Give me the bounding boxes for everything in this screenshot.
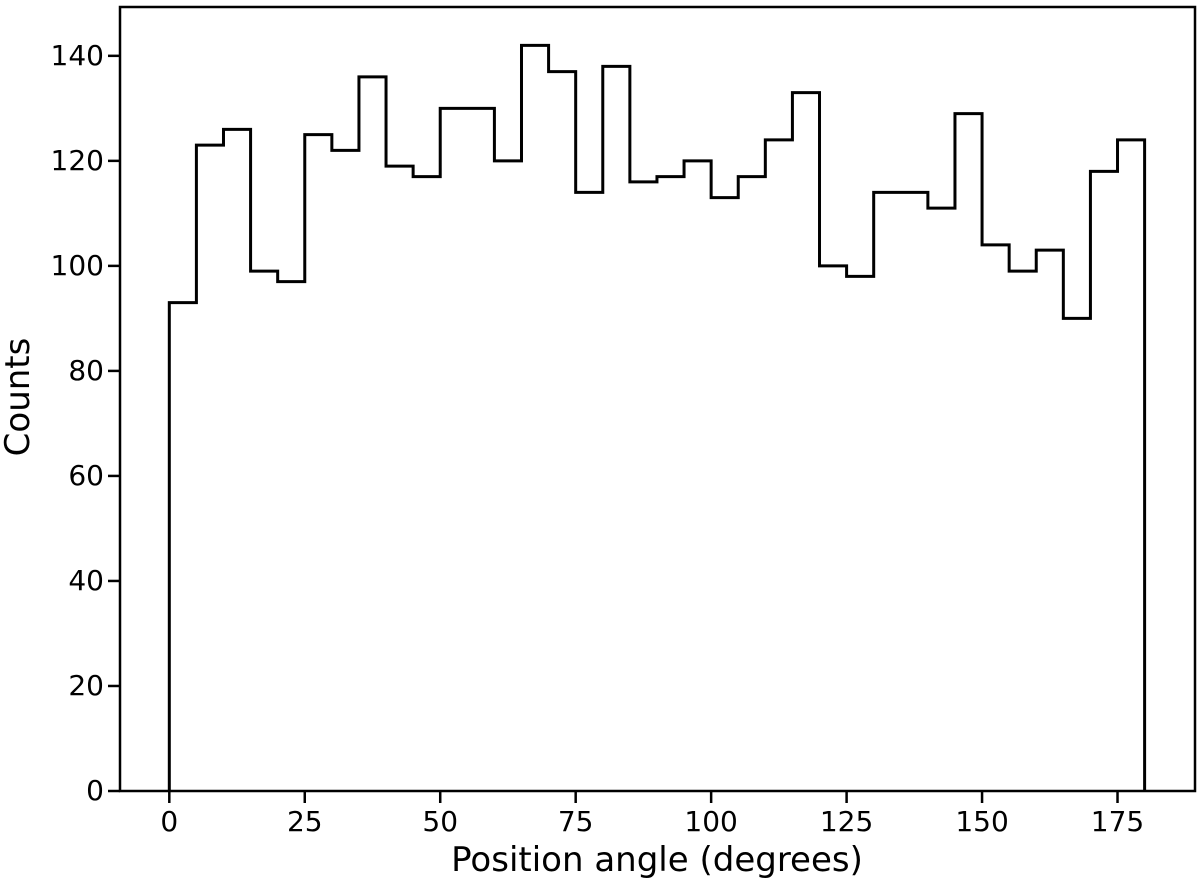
x-tick-label: 50 bbox=[422, 805, 459, 838]
x-tick-label: 75 bbox=[557, 805, 594, 838]
plot-border bbox=[118, 5, 1197, 793]
y-axis-label: Counts bbox=[0, 337, 38, 457]
x-tick-label: 0 bbox=[160, 805, 179, 838]
x-axis-label: Position angle (degrees) bbox=[451, 840, 863, 880]
x-tick-label: 100 bbox=[684, 805, 738, 838]
x-tick-label: 175 bbox=[1090, 805, 1145, 838]
y-tick-label: 0 bbox=[86, 774, 104, 807]
y-tick-label: 120 bbox=[50, 143, 104, 177]
y-tick-label: 80 bbox=[68, 353, 104, 387]
y-tick-label: 100 bbox=[50, 248, 104, 282]
x-tick-label: 25 bbox=[286, 805, 323, 838]
x-tick-label: 150 bbox=[955, 805, 1009, 838]
histogram-step-line bbox=[167, 43, 1147, 791]
y-tick-label: 40 bbox=[68, 563, 104, 597]
y-tick-label: 60 bbox=[68, 458, 104, 492]
y-tick-label: 140 bbox=[50, 38, 104, 72]
x-tick-label: 125 bbox=[819, 805, 874, 838]
y-tick-label: 20 bbox=[68, 668, 104, 702]
